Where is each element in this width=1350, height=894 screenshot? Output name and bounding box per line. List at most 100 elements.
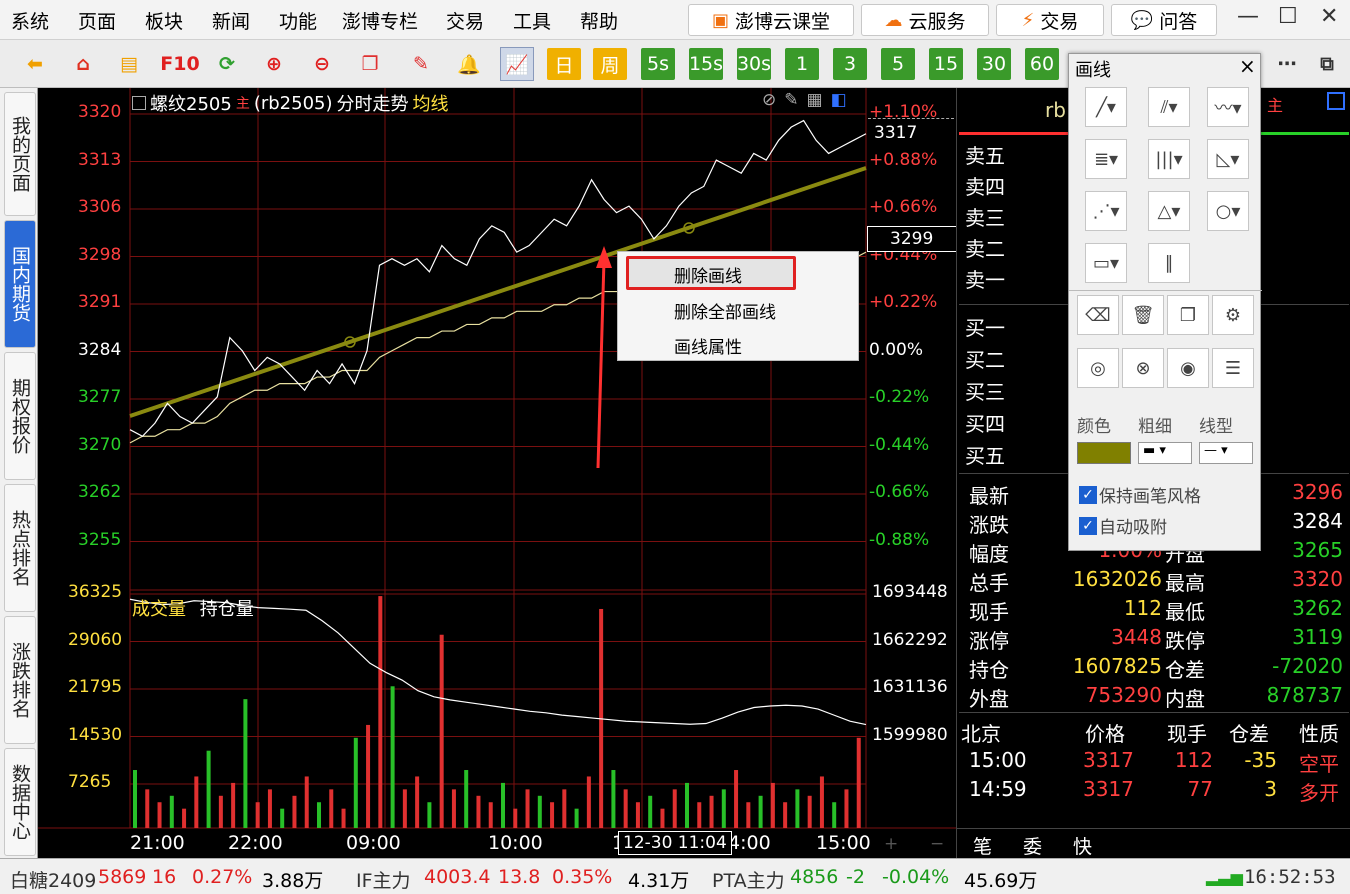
- pct-tick-label: -0.22%: [869, 387, 930, 407]
- hide-icon[interactable]: ◎: [1077, 348, 1119, 388]
- menu-sector[interactable]: 板块: [145, 11, 184, 33]
- qa-button[interactable]: 💬 问答: [1111, 4, 1217, 36]
- period-5m[interactable]: 5: [881, 48, 915, 80]
- zoom-plus-icon[interactable]: +: [884, 834, 899, 854]
- cloud-class-button[interactable]: ▣ 澎博云课堂: [688, 4, 854, 36]
- period-1m[interactable]: 1: [785, 48, 819, 80]
- sidebar-item-hot-rank[interactable]: 热点排名: [4, 484, 36, 612]
- more-icon[interactable]: ⋯: [1277, 53, 1297, 75]
- tick-header-cell: 仓差: [1229, 722, 1269, 746]
- menu-page[interactable]: 页面: [78, 11, 117, 33]
- period-5s[interactable]: 5s: [641, 48, 675, 80]
- tab-orders[interactable]: 委: [1023, 836, 1043, 858]
- period-day[interactable]: 日: [547, 48, 581, 80]
- zoom-in-icon[interactable]: ⊕: [266, 53, 282, 75]
- width-select[interactable]: ▬ ▾: [1138, 442, 1192, 464]
- line-tool-icon[interactable]: ╱▾: [1085, 87, 1127, 127]
- minimize-icon[interactable]: —: [1237, 4, 1259, 29]
- gear-icon[interactable]: ⚙: [1212, 295, 1254, 335]
- eraser-icon[interactable]: ⌫: [1077, 295, 1119, 335]
- maximize-icon[interactable]: ☐: [1278, 4, 1298, 29]
- eye-icon[interactable]: ◉: [1167, 348, 1209, 388]
- sidebar-item-my-page[interactable]: 我的页面: [4, 92, 36, 216]
- trade-button[interactable]: ⚡ 交易: [996, 4, 1104, 36]
- menu-item-delete-line[interactable]: 删除画线: [674, 267, 742, 287]
- chart-area[interactable]: 螺纹2505 主 (rb2505) 分时走势 均线 ⊘ ✎ ▦ ◧ 3320 33…: [38, 88, 957, 858]
- f10-button[interactable]: F10: [160, 53, 200, 75]
- list-icon[interactable]: ☰: [1212, 348, 1254, 388]
- volume-bar: [574, 808, 579, 828]
- windows-icon[interactable]: ❐: [361, 53, 379, 75]
- alert-icon[interactable]: 🔔: [457, 53, 481, 76]
- triangle-tool-icon[interactable]: △▾: [1148, 191, 1190, 231]
- channel-tool-icon[interactable]: ≣▾: [1085, 139, 1127, 179]
- menu-tools[interactable]: 工具: [513, 11, 552, 33]
- cloud-service-button[interactable]: ☁ 云服务: [861, 4, 989, 36]
- zoom-minus-icon[interactable]: −: [930, 834, 945, 854]
- annotation-arrow: [596, 259, 606, 469]
- period-60m[interactable]: 60: [1025, 48, 1059, 80]
- menu-column[interactable]: 澎博专栏: [342, 11, 419, 33]
- keep-style-option[interactable]: ✓ 保持画笔风格: [1079, 482, 1201, 507]
- panel-icon[interactable]: ◧: [830, 90, 847, 110]
- main-tag: 主: [235, 96, 250, 112]
- home-icon[interactable]: ⌂: [76, 53, 90, 75]
- tab-fast[interactable]: 快: [1073, 836, 1093, 858]
- sidebar-item-data-center[interactable]: 数据中心: [4, 748, 36, 856]
- tab-trades[interactable]: 笔: [973, 836, 993, 858]
- style-select[interactable]: — ▾: [1199, 442, 1253, 464]
- period-week[interactable]: 周: [593, 48, 627, 80]
- ray-tool-icon[interactable]: ⫽▾: [1148, 87, 1190, 127]
- sidebar-item-domestic-futures[interactable]: 国内期货: [4, 220, 36, 348]
- period-15m[interactable]: 15: [929, 48, 963, 80]
- wave-tool-icon[interactable]: 〰▾: [1207, 87, 1249, 127]
- close-icon[interactable]: ✕: [1320, 4, 1339, 29]
- period-30m[interactable]: 30: [977, 48, 1011, 80]
- callout-tool-icon[interactable]: ▭▾: [1085, 243, 1127, 283]
- menu-trade[interactable]: 交易: [446, 11, 485, 33]
- copy-icon[interactable]: ❐: [1167, 295, 1209, 335]
- menu-news[interactable]: 新闻: [212, 11, 251, 33]
- grid-icon[interactable]: ▦: [806, 90, 823, 110]
- period-30s[interactable]: 30s: [737, 48, 771, 80]
- ticker-price: 4003.4: [424, 866, 491, 888]
- volume-bar: [267, 789, 272, 828]
- notes-icon[interactable]: ▤: [120, 53, 138, 75]
- trend-icon[interactable]: 📈: [500, 47, 534, 81]
- sidebar-item-change-rank[interactable]: 涨跌排名: [4, 616, 36, 744]
- period-15s[interactable]: 15s: [689, 48, 723, 80]
- checkbox-checked-icon[interactable]: ✓: [1079, 516, 1097, 535]
- time-tick-label: 15:00: [816, 832, 871, 854]
- menu-item-delete-all-lines[interactable]: 删除全部画线: [674, 303, 776, 323]
- hide-all-icon[interactable]: ⊗: [1122, 348, 1164, 388]
- sidebar-item-options[interactable]: 期权报价: [4, 352, 36, 480]
- volume-bar: [525, 789, 530, 828]
- volume-bar: [243, 699, 248, 828]
- refresh-icon[interactable]: ⟳: [219, 53, 235, 75]
- gann-tool-icon[interactable]: ⋰▾: [1085, 191, 1127, 231]
- zoom-out-icon[interactable]: ⊖: [314, 53, 330, 75]
- back-icon[interactable]: ⬅: [27, 53, 43, 75]
- period-3m[interactable]: 3: [833, 48, 867, 80]
- export-icon[interactable]: ⧉: [1320, 53, 1334, 75]
- cycle-tool-icon[interactable]: |||▾: [1148, 139, 1190, 179]
- auto-snap-option[interactable]: ✓ 自动吸附: [1079, 513, 1167, 538]
- volume-bar: [378, 596, 383, 828]
- color-swatch[interactable]: [1077, 442, 1131, 464]
- pen-icon[interactable]: ✎: [784, 90, 799, 110]
- fan-tool-icon[interactable]: ◺▾: [1207, 139, 1249, 179]
- stat-label: 幅度: [969, 542, 1009, 566]
- close-icon[interactable]: ×: [1239, 54, 1256, 78]
- checkbox-checked-icon[interactable]: ✓: [1079, 485, 1097, 504]
- menu-system[interactable]: 系统: [11, 11, 50, 33]
- menu-item-line-properties[interactable]: 画线属性: [674, 338, 742, 358]
- menu-help[interactable]: 帮助: [580, 11, 619, 33]
- eye-off-icon[interactable]: ⊘: [762, 90, 777, 110]
- contract-code: (rb2505): [253, 92, 333, 114]
- trash-icon[interactable]: 🗑: [1122, 295, 1164, 335]
- brush-tool-icon[interactable]: ∥: [1148, 243, 1190, 283]
- menu-function[interactable]: 功能: [279, 11, 318, 33]
- panel-toggle-icon[interactable]: [1327, 92, 1345, 110]
- circle-tool-icon[interactable]: ○▾: [1207, 191, 1249, 231]
- pen-icon[interactable]: ✎: [413, 53, 429, 75]
